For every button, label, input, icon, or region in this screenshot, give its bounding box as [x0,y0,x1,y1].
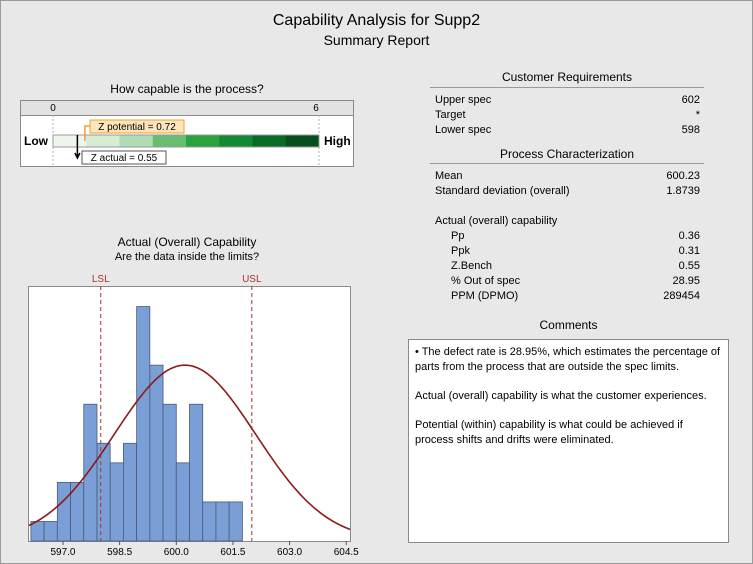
histogram-heading: Actual (Overall) Capability [117,235,257,249]
cr-row-value: 598 [681,124,700,136]
gauge-color-bands [53,135,320,147]
capability-row-value: 289454 [663,290,700,302]
capability-histogram: LSL USL 597.0 598.5 600.0 601.5 603.0 604.5 [28,274,359,558]
histogram-bar [149,364,164,542]
histogram-bar [136,306,151,542]
x-tick-label: 600.0 [164,547,189,558]
z-potential-marker [84,125,90,141]
histogram-bar [43,521,58,542]
capability-row-value: 0.55 [678,260,700,272]
histogram-bar [83,403,98,542]
report-title: Capability Analysis for Supp2 [272,12,481,29]
histogram-subheading: Are the data inside the limits? [114,251,260,263]
x-tick-label: 598.5 [107,547,132,558]
x-tick-label: 604.5 [334,547,359,558]
pc-row-label: Mean [435,170,463,182]
gauge-scale-min: 0 [50,103,56,114]
capability-row-label: Z.Bench [451,260,492,272]
capability-subheading: Actual (overall) capability [435,215,558,227]
capability-row-label: Ppk [451,245,470,257]
z-actual-box [81,150,167,165]
cr-row-value: * [695,109,700,121]
histogram-bar [123,442,138,542]
x-axis-ticks: 597.0 598.5 600.0 601.5 603.0 604.5 [50,541,359,558]
gauge-scale-strip [21,101,353,115]
histogram-bar [56,481,71,542]
gauge-scale-max: 6 [313,103,319,114]
x-tick-label: 601.5 [220,547,245,558]
comments-box: • The defect rate is 28.95%, which estim… [408,339,729,543]
capability-gauge: 0 6 Low High Z potential = 0.72 Z actual… [20,100,354,167]
process-characterization-rule [430,163,704,164]
gauge-high-label: High [324,134,351,148]
z-actual-marker [74,135,81,160]
histogram-bar [162,403,177,542]
histogram-bars [30,306,243,542]
histogram-bar [175,462,190,542]
histogram-bar [228,501,243,542]
gauge-low-label: Low [24,134,49,148]
gauge-band [53,135,87,147]
normal-curve [28,364,351,531]
pc-row-value: 1.8739 [666,185,700,197]
gauge-band [119,135,154,147]
customer-requirements-heading: Customer Requirements [501,70,633,84]
report-subtitle: Summary Report [323,32,430,48]
gauge-heading: How capable is the process? [110,82,264,96]
gauge-band [252,135,287,147]
cr-row-label: Lower spec [435,124,492,136]
lsl-label: LSL [92,274,110,285]
gauge-band [219,135,253,147]
pc-row-value: 600.23 [666,170,700,182]
comment-potential-capability: Potential (within) capability is what co… [415,418,683,446]
histogram-bar [202,501,217,542]
gauge-band [186,135,220,147]
comment-actual-capability: Actual (overall) capability is what the … [415,389,707,402]
gauge-bar-outline [52,134,320,148]
z-potential-box [89,119,185,134]
pc-row-label: Standard deviation (overall) [435,185,570,197]
gauge-band [285,135,320,147]
customer-requirements-rule [430,87,704,88]
comments-heading: Comments [539,318,598,332]
cr-row-label: Upper spec [435,94,492,106]
capability-row-value: 0.36 [678,230,700,242]
histogram-bar [189,403,204,542]
capability-row-value: 0.31 [678,245,700,257]
cr-row-value: 602 [681,94,700,106]
x-tick-label: 597.0 [50,547,75,558]
comment-defect-rate: • The defect rate is 28.95%, which estim… [415,346,721,373]
cr-row-label: Target [435,109,466,121]
z-potential-label: Z potential = 0.72 [98,122,176,133]
gauge-band [152,135,187,147]
usl-label: USL [242,274,262,285]
gauge-band [86,135,120,147]
capability-row-label: PPM (DPMO) [451,290,519,302]
process-characterization-heading: Process Characterization [499,147,635,161]
capability-row-label: % Out of spec [451,275,521,287]
z-actual-label: Z actual = 0.55 [91,153,158,164]
x-tick-label: 603.0 [277,547,302,558]
capability-row-value: 28.95 [672,275,700,287]
capability-row-label: Pp [451,230,465,242]
histogram-bar [109,462,124,542]
spec-limit-lines: LSL USL [92,274,262,541]
histogram-bar [215,501,230,542]
